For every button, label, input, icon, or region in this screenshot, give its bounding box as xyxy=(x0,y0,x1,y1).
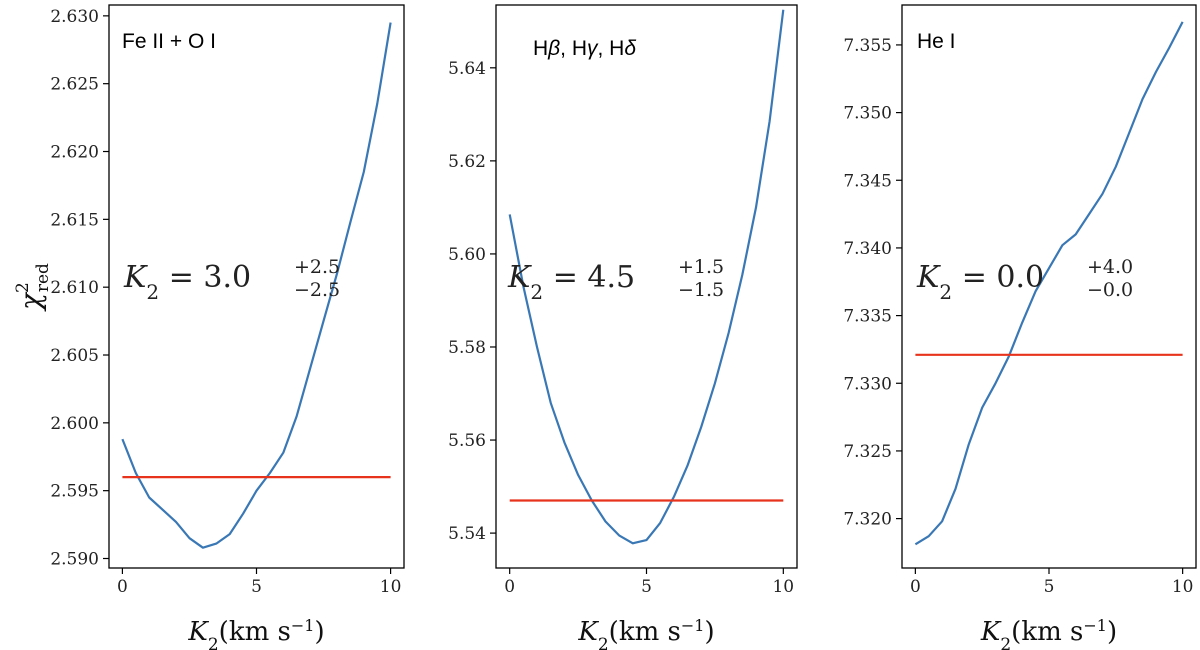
chi2-curve xyxy=(508,9,785,545)
x-tick-label: 10 xyxy=(380,577,402,597)
plot-frame xyxy=(495,4,798,569)
y-tick-label: 2.600 xyxy=(50,414,99,434)
y-tick-label: 7.355 xyxy=(843,36,892,56)
y-tick-label: 2.595 xyxy=(50,482,99,502)
y-tick-label: 5.62 xyxy=(448,152,486,172)
k2-lower-error: −0.0 xyxy=(1087,279,1133,301)
x-tick-label: 5 xyxy=(1044,577,1055,597)
chart-panel-1: 2.590 2.595 2.600 2.605 2.610 2.615 2.620 2.625… xyxy=(13,4,405,650)
x-tick-label: 0 xyxy=(910,577,921,597)
y-tick-label: 2.620 xyxy=(50,143,99,163)
y-tick-label: 5.58 xyxy=(448,338,486,358)
k2-annotation: K2 = 3.0 xyxy=(123,260,251,304)
y-tick-label: 2.625 xyxy=(50,75,99,95)
panel-title: Hβ, Hγ, Hδ xyxy=(533,37,636,60)
y-tick-label: 5.56 xyxy=(448,431,486,451)
k2-lower-error: −2.5 xyxy=(294,279,340,301)
x-tick-label: 10 xyxy=(1172,577,1194,597)
y-tick-label: 5.60 xyxy=(448,245,486,265)
y-tick-label: 7.325 xyxy=(843,442,892,462)
y-tick-label: 5.54 xyxy=(448,524,486,544)
k2-annotation: K2 = 0.0 xyxy=(916,260,1044,304)
k2-upper-error: +1.5 xyxy=(678,256,724,278)
y-tick-label: 2.615 xyxy=(50,210,99,230)
panel-title: He I xyxy=(917,30,956,53)
y-axis-label: χ2red xyxy=(13,263,53,312)
plot-frame xyxy=(108,4,405,569)
y-tick-label: 5.64 xyxy=(448,59,486,79)
plot-frame xyxy=(901,4,1197,569)
y-tick-label: 2.590 xyxy=(50,550,99,570)
y-tick-label: 7.350 xyxy=(843,104,892,124)
y-tick-label: 2.630 xyxy=(50,7,99,27)
y-tick-label: 7.345 xyxy=(843,171,892,191)
panel-title: Fe II + O I xyxy=(122,30,216,53)
k2-lower-error: −1.5 xyxy=(678,279,724,301)
chart-panel-2: 5.54 5.56 5.58 5.60 5.62 5.64 0 5 10 Hβ, Hγ, Hδ K2… xyxy=(448,4,798,650)
chi2-curve xyxy=(914,21,1184,546)
y-tick-label: 2.605 xyxy=(50,346,99,366)
y-tick-label: 2.610 xyxy=(50,278,99,298)
y-tick-label: 7.340 xyxy=(843,239,892,259)
y-tick-label: 7.335 xyxy=(843,307,892,327)
x-tick-label: 5 xyxy=(251,577,262,597)
chi2-curve xyxy=(121,22,392,549)
k2-annotation: K2 = 4.5 xyxy=(507,260,635,304)
x-axis-label: K2(km s−1) xyxy=(980,616,1117,650)
x-tick-label: 10 xyxy=(772,577,794,597)
chart-panel-3: 7.320 7.325 7.330 7.335 7.340 7.345 7.350 7.355… xyxy=(843,4,1197,650)
x-tick-label: 5 xyxy=(641,577,652,597)
k2-upper-error: +4.0 xyxy=(1087,256,1133,278)
x-axis-label: K2(km s−1) xyxy=(187,616,324,650)
x-axis-label: K2(km s−1) xyxy=(577,616,714,650)
x-tick-label: 0 xyxy=(117,577,128,597)
y-tick-label: 7.330 xyxy=(843,374,892,394)
x-tick-label: 0 xyxy=(504,577,515,597)
y-tick-label: 7.320 xyxy=(843,510,892,530)
k2-upper-error: +2.5 xyxy=(294,256,340,278)
